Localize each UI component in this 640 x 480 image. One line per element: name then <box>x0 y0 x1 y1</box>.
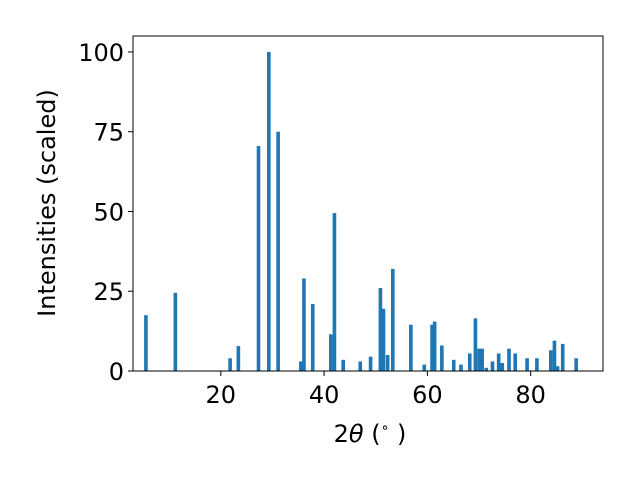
y-tick-label: 0 <box>109 358 124 386</box>
bar <box>390 268 395 371</box>
bar <box>525 358 529 371</box>
bar <box>500 363 505 371</box>
y-tick-label: 50 <box>93 198 124 226</box>
bar <box>451 359 456 371</box>
bar <box>535 358 539 371</box>
y-axis-label: Intensities (scaled) <box>33 89 61 317</box>
y-axis-ticks: 0 25 50 75 100 <box>78 39 133 386</box>
bar <box>144 315 148 371</box>
bar <box>173 292 178 371</box>
bar <box>513 353 518 371</box>
bar-group <box>144 51 578 371</box>
x-axis-label: 2θ (∘ ) <box>334 420 407 448</box>
bar <box>477 348 481 371</box>
y-tick-label: 25 <box>93 278 124 306</box>
bar <box>368 356 373 371</box>
bar <box>409 324 413 371</box>
bar <box>560 343 565 371</box>
bar <box>440 345 444 371</box>
y-tick-label: 75 <box>93 119 124 147</box>
bar <box>358 361 363 371</box>
bar <box>480 348 484 371</box>
bar <box>310 304 315 371</box>
x-tick-label: 20 <box>206 381 237 409</box>
bar <box>555 366 560 371</box>
bar <box>430 324 434 371</box>
bar <box>299 361 303 371</box>
bar <box>332 213 337 371</box>
bar <box>228 358 232 371</box>
bar <box>473 318 478 371</box>
y-tick-label: 100 <box>78 39 124 67</box>
bar <box>378 288 383 371</box>
bar <box>381 308 386 371</box>
bar <box>507 348 511 371</box>
bar <box>490 361 495 371</box>
bar <box>574 358 578 371</box>
bar <box>459 364 463 371</box>
bar <box>329 334 333 371</box>
bar <box>341 359 346 371</box>
bar <box>385 355 390 371</box>
bar <box>549 350 553 371</box>
bar <box>276 131 280 371</box>
bar <box>496 353 501 371</box>
bar <box>467 353 472 371</box>
bar <box>432 321 437 371</box>
bar <box>236 346 241 371</box>
bar <box>267 51 271 371</box>
x-axis-ticks: 20 40 60 80 <box>206 371 546 409</box>
x-tick-label: 40 <box>309 381 340 409</box>
bar <box>422 364 427 371</box>
bar <box>484 367 489 371</box>
bar <box>256 146 261 371</box>
x-tick-label: 80 <box>515 381 546 409</box>
bar <box>302 278 306 371</box>
bar <box>552 340 557 371</box>
x-tick-label: 60 <box>412 381 443 409</box>
plot-frame <box>132 35 604 372</box>
